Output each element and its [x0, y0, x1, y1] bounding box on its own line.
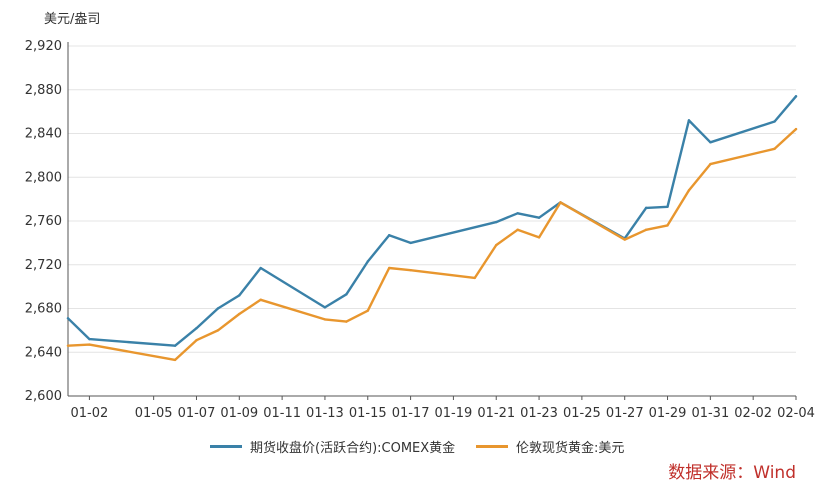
data-point [88, 343, 91, 346]
data-point [259, 266, 262, 270]
data-point [644, 228, 648, 231]
data-point [238, 312, 241, 316]
data-point [537, 236, 541, 239]
data-point [516, 212, 519, 215]
data-point [794, 127, 798, 131]
data-point [173, 344, 177, 347]
x-tick-label: 01-15 [349, 406, 387, 421]
data-point [473, 276, 477, 280]
data-point [216, 307, 220, 310]
legend-item-london: 伦敦现货黄金:美元 [476, 436, 624, 456]
data-point [709, 141, 712, 144]
data-point [323, 306, 327, 309]
x-tick-label: 01-31 [691, 406, 729, 421]
data-point [559, 201, 562, 204]
data-point [366, 260, 369, 263]
series-line-london [66, 127, 798, 362]
data-point [345, 320, 348, 323]
data-point [623, 238, 626, 241]
data-point [537, 216, 541, 219]
x-tick-label: 02-04 [777, 406, 815, 421]
x-tick-label: 01-02 [71, 406, 109, 421]
data-point [687, 189, 691, 192]
x-tick-label: 01-19 [435, 406, 473, 421]
data-point [516, 228, 519, 231]
data-point [195, 339, 198, 342]
gridlines [68, 45, 796, 353]
x-tick-label: 02-02 [734, 406, 772, 421]
data-point [259, 298, 262, 301]
legend-swatch-comex [210, 444, 242, 448]
data-point [409, 241, 412, 245]
data-point [216, 329, 220, 332]
data-point [66, 317, 70, 320]
x-tick-label: 01-13 [306, 406, 344, 421]
data-point [387, 266, 391, 270]
data-point [195, 326, 198, 330]
data-point [495, 220, 498, 224]
y-tick-label: 2,760 [25, 214, 62, 229]
legend-label-london: 伦敦现货黄金:美元 [516, 440, 625, 456]
data-point [794, 95, 798, 98]
x-tick-label: 01-29 [649, 406, 687, 421]
axes: 2,600 2,640 2,680 2,720 2,760 2,800 2,840 2,880… [25, 39, 815, 421]
y-axis-label: 美元/盎司 [44, 12, 101, 27]
legend-swatch-london [476, 444, 508, 448]
data-point [409, 269, 412, 272]
data-point [366, 309, 369, 312]
x-tick-label: 01-07 [178, 406, 216, 421]
data-point [345, 293, 348, 296]
y-tick-label: 2,600 [25, 389, 62, 404]
x-tick-label: 01-25 [563, 406, 601, 421]
y-tick-label: 2,920 [25, 39, 62, 54]
data-point [323, 318, 327, 321]
y-tick-label: 2,680 [25, 302, 62, 317]
y-tick-label: 2,840 [25, 127, 62, 142]
data-point [644, 206, 648, 210]
data-point [88, 337, 91, 341]
y-tick-label: 2,800 [25, 170, 62, 185]
data-point [238, 294, 241, 297]
data-point [687, 119, 691, 122]
y-tick-label: 2,640 [25, 345, 62, 360]
x-tick-label: 01-17 [392, 406, 430, 421]
data-point [66, 344, 70, 347]
data-point [709, 162, 712, 166]
x-tick-label: 01-23 [520, 406, 558, 421]
legend-item-comex: 期货收盘价(活跃合约):COMEX黄金 [210, 436, 455, 456]
y-tick-label: 2,880 [25, 83, 62, 98]
data-point [773, 147, 776, 151]
x-tick-label: 01-21 [477, 406, 515, 421]
data-point [173, 358, 177, 362]
x-tick-label: 01-05 [135, 406, 173, 421]
data-point [666, 205, 669, 208]
x-tick-label: 01-09 [220, 406, 258, 421]
series-lines [66, 95, 798, 362]
data-point [666, 224, 669, 227]
data-point [773, 120, 776, 123]
source-note: 数据来源：Wind [668, 463, 796, 483]
x-tick-label: 01-27 [606, 406, 644, 421]
legend: 期货收盘价(活跃合约):COMEX黄金 伦敦现货黄金:美元 [0, 436, 830, 456]
data-point [495, 243, 498, 247]
x-tick-label: 01-11 [263, 406, 301, 421]
data-point [387, 234, 391, 237]
legend-label-comex: 期货收盘价(活跃合约):COMEX黄金 [250, 440, 456, 456]
y-tick-label: 2,720 [25, 258, 62, 273]
